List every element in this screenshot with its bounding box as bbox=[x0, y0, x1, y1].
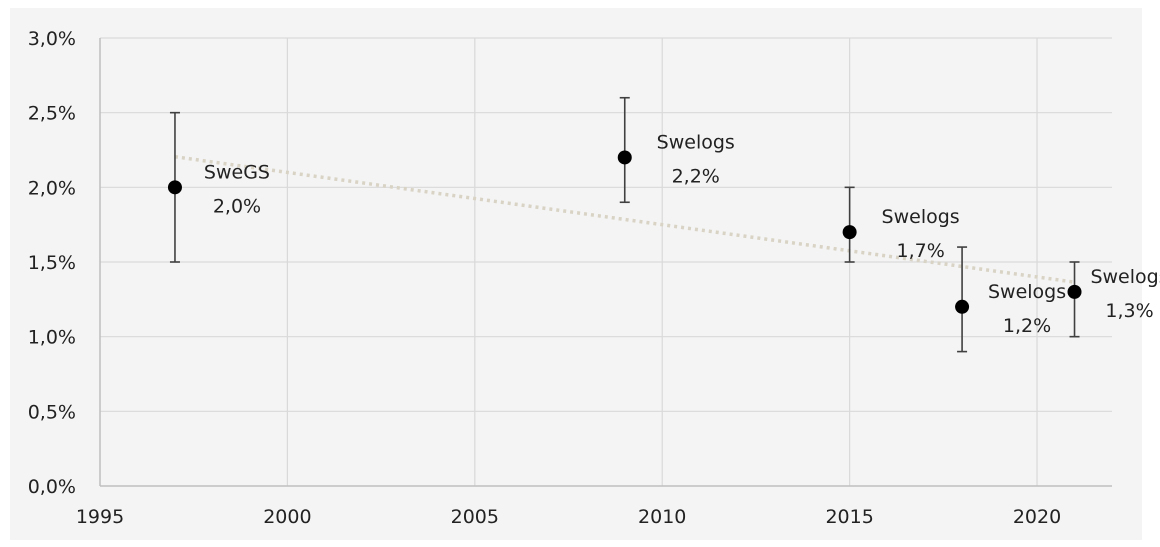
trendline bbox=[174, 154, 1075, 284]
data-point bbox=[842, 225, 857, 240]
y-tick-label: 0,0% bbox=[28, 476, 76, 498]
y-tick-label: 1,5% bbox=[28, 252, 76, 274]
data-labels: SweGS 2,0% Swelogs 2,2% Swelogs 1,7% Swelogs 1,… bbox=[204, 131, 1160, 336]
data-label-name: SweGS bbox=[204, 161, 270, 183]
data-label-value: 2,2% bbox=[672, 165, 720, 187]
trendline-group bbox=[174, 154, 1075, 284]
data-label-name: Swelogs bbox=[988, 281, 1066, 303]
x-tick-label: 2020 bbox=[1013, 506, 1061, 528]
x-tick-label: 1995 bbox=[76, 506, 124, 528]
data-point bbox=[617, 150, 632, 165]
data-label-value: 2,0% bbox=[213, 195, 261, 217]
y-tick-label: 3,0% bbox=[28, 28, 76, 50]
x-tick-label: 2015 bbox=[825, 506, 873, 528]
y-tick-label: 2,0% bbox=[28, 177, 76, 199]
y-tick-label: 1,0% bbox=[28, 327, 76, 349]
data-point bbox=[955, 299, 970, 314]
error-bars bbox=[169, 96, 1080, 353]
y-tick-label: 2,5% bbox=[28, 103, 76, 125]
data-points bbox=[167, 150, 1082, 314]
data-label-value: 1,3% bbox=[1105, 300, 1153, 322]
data-label-name: Swelogs bbox=[1090, 266, 1160, 288]
y-tick-label: 0,5% bbox=[28, 401, 76, 423]
data-label-value: 1,2% bbox=[1003, 315, 1051, 337]
x-tick-label: 2005 bbox=[451, 506, 499, 528]
grid-lines bbox=[100, 37, 1112, 486]
x-tick-label: 2010 bbox=[638, 506, 686, 528]
x-tick-label: 2000 bbox=[263, 506, 311, 528]
data-label-name: Swelogs bbox=[882, 206, 960, 228]
tick-labels: 0,0% 0,5% 1,0% 1,5% 2,0% 2,5% 3,0% 1995 2000 2005… bbox=[28, 28, 1061, 528]
data-point bbox=[1067, 284, 1082, 299]
data-point bbox=[167, 180, 182, 195]
axes bbox=[99, 38, 1112, 487]
data-label-name: Swelogs bbox=[657, 131, 735, 153]
chart-panel bbox=[10, 8, 1142, 540]
data-label-value: 1,7% bbox=[896, 240, 944, 262]
